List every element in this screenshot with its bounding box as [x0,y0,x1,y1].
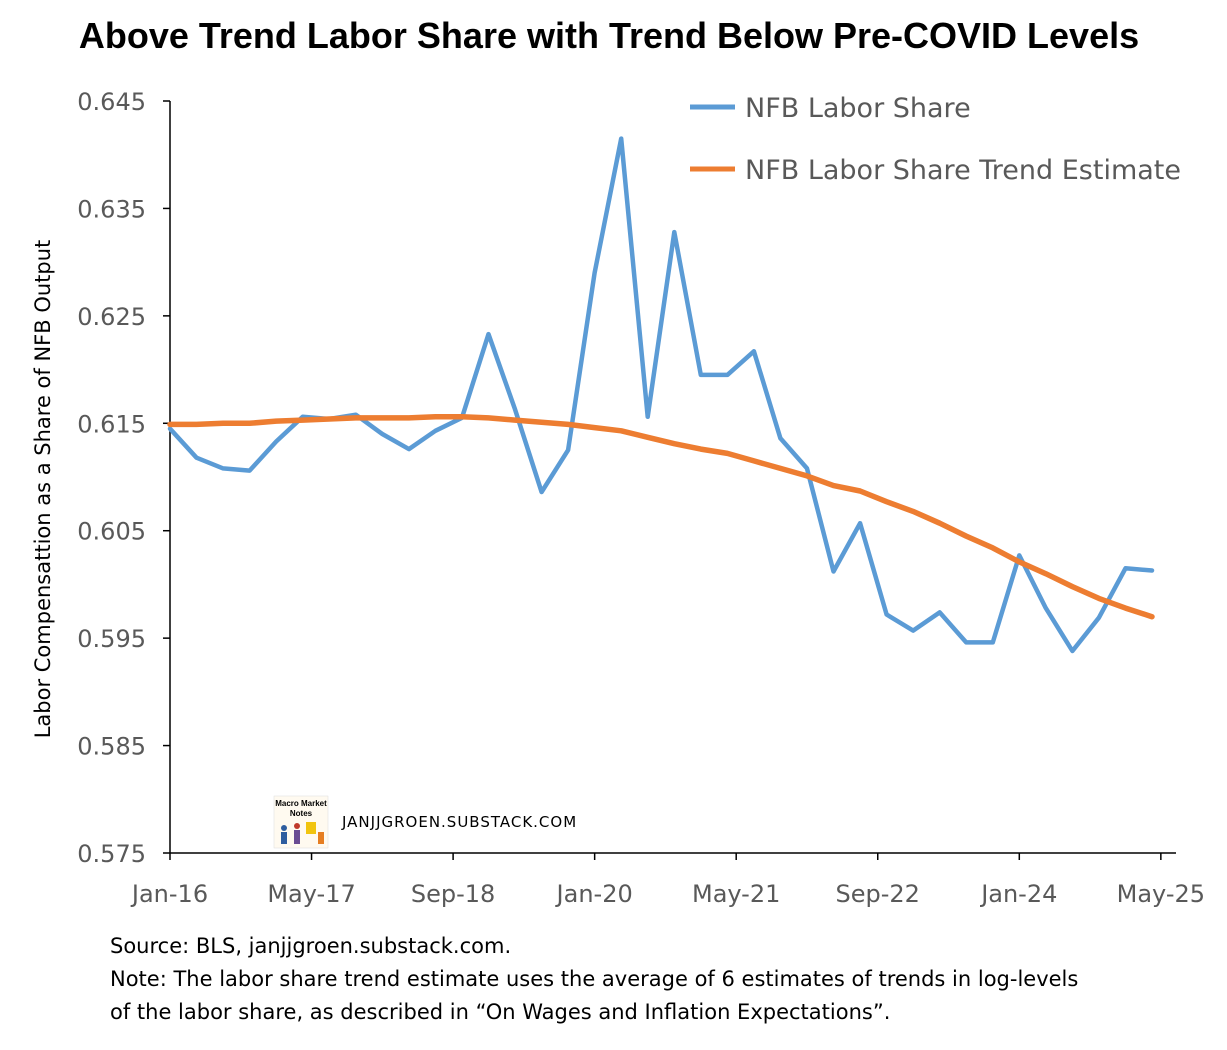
y-tick-label: 0.575 [77,840,146,868]
x-ticks: Jan-16 May-17 Sep-18 Jan-20 May-21 Sep-22 Jan-… [130,853,1205,908]
y-ticks: 0.575 0.585 0.595 0.605 0.615 0.625 0.635 0.645 [77,88,170,868]
y-tick-label: 0.605 [77,518,146,546]
series-line-labor-share [167,136,1155,654]
logo-figure-icon [294,823,300,829]
x-tick-label: May-17 [267,880,355,908]
note-line-1: Note: The labor share trend estimate use… [110,967,1079,991]
chart-notes: Source: BLS, janjjgroen.substack.com. No… [110,930,1200,1029]
legend-label-labor-share: NFB Labor Share [745,93,971,124]
x-tick-label: May-21 [692,880,780,908]
x-tick-label: Sep-22 [836,880,920,908]
source-line: Source: BLS, janjjgroen.substack.com. [110,934,512,958]
x-tick-label: Jan-16 [130,880,208,908]
x-tick-label: Jan-24 [979,880,1057,908]
macro-market-notes-logo: Macro Market Notes [273,795,329,849]
logo-chart-icon [306,822,316,834]
watermark: Macro Market Notes JANJJGROEN.SUBSTACK.C… [273,795,577,849]
y-tick-label: 0.595 [77,625,146,653]
chart-title: Above Trend Labor Share with Trend Below… [79,15,1139,56]
y-axis-label: Labor Compensattion as a Share of NFB Ou… [31,240,55,739]
y-tick-label: 0.625 [77,303,146,331]
logo-figure-icon [294,830,300,844]
y-tick-label: 0.615 [77,410,146,438]
logo-text-line2: Notes [290,809,313,818]
legend-label-trend-estimate: NFB Labor Share Trend Estimate [745,155,1181,186]
line-chart: Above Trend Labor Share with Trend Below… [31,15,1205,908]
axes [169,101,1176,854]
logo-text-line1: Macro Market [275,799,327,808]
y-tick-label: 0.645 [77,88,146,116]
watermark-site: JANJJGROEN.SUBSTACK.COM [341,813,577,831]
logo-figure-icon [281,825,287,831]
note-line-2: of the labor share, as described in “On … [110,1000,891,1024]
x-tick-label: May-25 [1117,880,1205,908]
legend: NFB Labor Share NFB Labor Share Trend Es… [690,93,1181,186]
x-tick-label: Jan-20 [555,880,633,908]
logo-figure-icon [281,832,287,844]
y-tick-label: 0.585 [77,733,146,761]
y-tick-label: 0.635 [77,195,146,223]
x-tick-label: Sep-18 [411,880,495,908]
series-line-trend-estimate [167,414,1155,620]
logo-bar-icon [318,832,324,844]
series-group [167,136,1155,654]
